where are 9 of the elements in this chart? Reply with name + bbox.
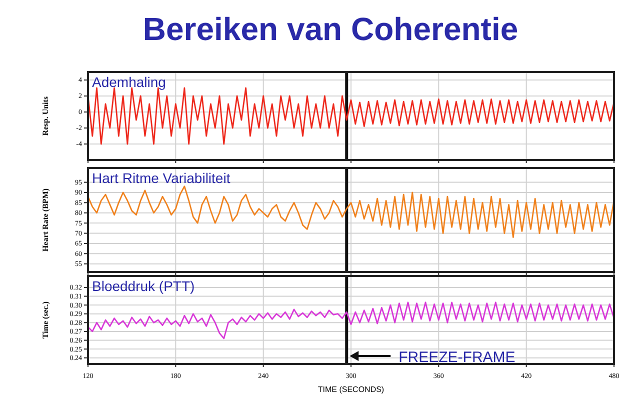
y-axis-title: Time (sec.) <box>41 301 50 339</box>
ref-line-label: FREEZE-FRAME <box>398 349 516 366</box>
x-axis-title: TIME (SECONDS) <box>318 385 384 394</box>
chart-subtitle: Ademhaling <box>92 74 166 90</box>
y-axis-title: Resp. Units <box>41 96 50 136</box>
chart-title: Bereiken van Coherentie <box>142 11 518 47</box>
y-axis-title: Heart Rate (BPM) <box>41 188 50 252</box>
chart-subtitle: Hart Ritme Variabiliteit <box>92 170 230 186</box>
chart-subtitle: Bloeddruk (PTT) <box>92 278 195 294</box>
